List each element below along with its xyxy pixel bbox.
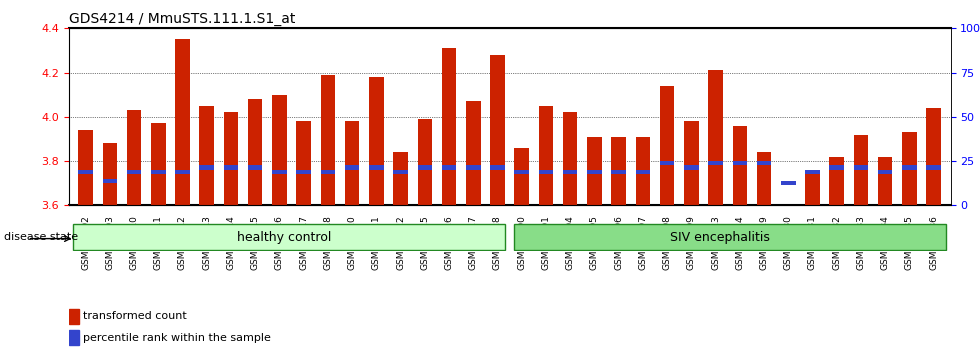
Text: GDS4214 / MmuSTS.111.1.S1_at: GDS4214 / MmuSTS.111.1.S1_at	[69, 12, 295, 26]
Bar	[781, 181, 796, 185]
Bar	[69, 330, 79, 345]
Bar	[103, 143, 117, 205]
Bar	[320, 75, 335, 205]
Bar	[514, 148, 529, 205]
Bar	[829, 166, 844, 170]
Bar	[175, 170, 190, 174]
Bar	[466, 166, 480, 170]
Bar	[587, 170, 602, 174]
Bar	[926, 108, 941, 205]
Bar	[345, 166, 360, 170]
Bar	[684, 121, 699, 205]
Text: disease state: disease state	[4, 232, 78, 241]
Bar	[539, 170, 554, 174]
Bar	[272, 170, 287, 174]
Text: transformed count: transformed count	[83, 311, 187, 321]
Bar	[442, 166, 457, 170]
Bar	[248, 166, 263, 170]
Bar	[806, 170, 819, 174]
Bar	[126, 110, 141, 205]
Bar	[103, 179, 117, 183]
Bar	[78, 170, 93, 174]
Bar	[223, 166, 238, 170]
Bar	[636, 137, 650, 205]
Bar	[563, 113, 577, 205]
Bar	[490, 166, 505, 170]
Bar	[320, 170, 335, 174]
Bar	[732, 161, 747, 166]
Bar	[69, 309, 79, 324]
Bar	[417, 166, 432, 170]
Bar	[806, 172, 819, 205]
Bar	[660, 86, 674, 205]
Bar	[709, 70, 723, 205]
Bar	[612, 170, 626, 174]
Bar	[442, 48, 457, 205]
Bar	[539, 106, 554, 205]
Bar	[151, 170, 166, 174]
Bar	[563, 170, 577, 174]
Bar	[514, 170, 529, 174]
Bar	[417, 119, 432, 205]
Bar	[829, 157, 844, 205]
Bar	[878, 170, 893, 174]
FancyBboxPatch shape	[74, 224, 505, 250]
Bar	[636, 170, 650, 174]
Bar	[200, 166, 214, 170]
Bar	[345, 121, 360, 205]
Bar	[151, 124, 166, 205]
Bar	[684, 166, 699, 170]
Bar	[175, 39, 190, 205]
Bar	[660, 161, 674, 166]
Bar	[248, 99, 263, 205]
Bar	[732, 126, 747, 205]
Bar	[393, 152, 408, 205]
Bar	[369, 77, 383, 205]
Bar	[223, 113, 238, 205]
Bar	[369, 166, 383, 170]
Bar	[757, 152, 771, 205]
Bar	[709, 161, 723, 166]
Bar	[200, 106, 214, 205]
Text: percentile rank within the sample: percentile rank within the sample	[83, 332, 271, 343]
Bar	[466, 101, 480, 205]
Bar	[878, 157, 893, 205]
Bar	[296, 121, 311, 205]
Bar	[854, 135, 868, 205]
Bar	[490, 55, 505, 205]
Bar	[757, 161, 771, 166]
FancyBboxPatch shape	[514, 224, 946, 250]
Text: healthy control: healthy control	[237, 231, 331, 244]
Bar	[296, 170, 311, 174]
Bar	[926, 166, 941, 170]
Bar	[903, 166, 916, 170]
Bar	[612, 137, 626, 205]
Bar	[78, 130, 93, 205]
Bar	[854, 166, 868, 170]
Bar	[126, 170, 141, 174]
Bar	[587, 137, 602, 205]
Bar	[393, 170, 408, 174]
Bar	[903, 132, 916, 205]
Bar	[272, 95, 287, 205]
Text: SIV encephalitis: SIV encephalitis	[670, 231, 770, 244]
